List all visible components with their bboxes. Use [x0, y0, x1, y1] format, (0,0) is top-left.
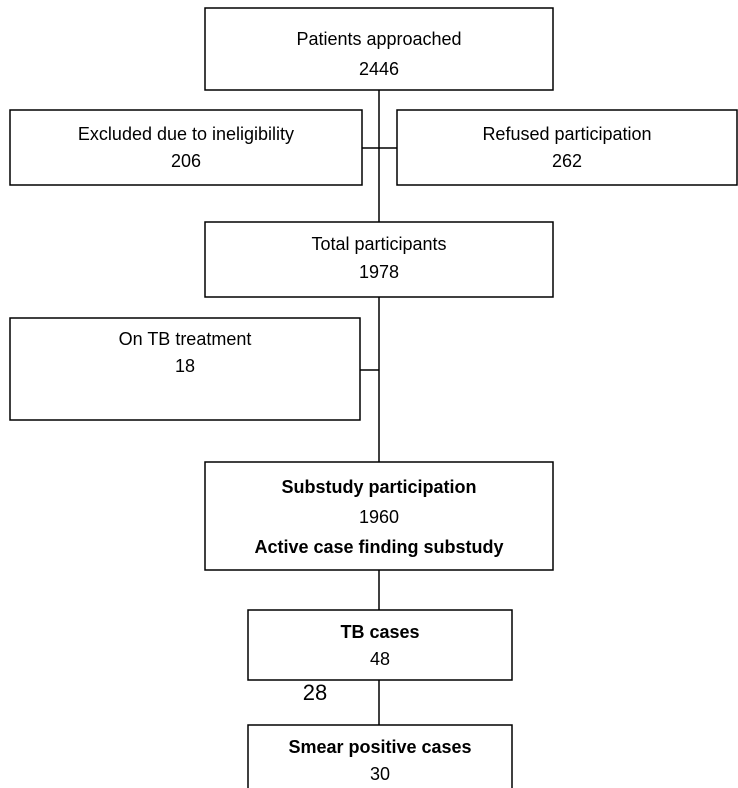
node-label: Total participants	[311, 234, 446, 254]
node-count: 1960	[359, 507, 399, 527]
node-sublabel: Active case finding substudy	[254, 537, 503, 557]
node-label: On TB treatment	[119, 329, 252, 349]
node-label: Smear positive cases	[288, 737, 471, 757]
node-box	[204, 461, 554, 571]
node-label: TB cases	[340, 622, 419, 642]
node-label: Patients approached	[296, 29, 461, 49]
node-count: 206	[171, 151, 201, 171]
node-count: 30	[370, 764, 390, 784]
node-box	[396, 109, 738, 186]
node-box	[9, 317, 361, 421]
node-box	[247, 609, 513, 681]
node-box	[9, 109, 363, 186]
node-label: Substudy participation	[281, 477, 476, 497]
node-count: 2446	[359, 59, 399, 79]
node-box	[247, 724, 513, 788]
node-box	[204, 221, 554, 298]
node-count: 48	[370, 649, 390, 669]
annotation: 28	[303, 680, 327, 705]
node-count: 262	[552, 151, 582, 171]
node-box	[204, 7, 554, 91]
node-label: Refused participation	[482, 124, 651, 144]
node-label: Excluded due to ineligibility	[78, 124, 294, 144]
node-count: 1978	[359, 262, 399, 282]
node-count: 18	[175, 356, 195, 376]
